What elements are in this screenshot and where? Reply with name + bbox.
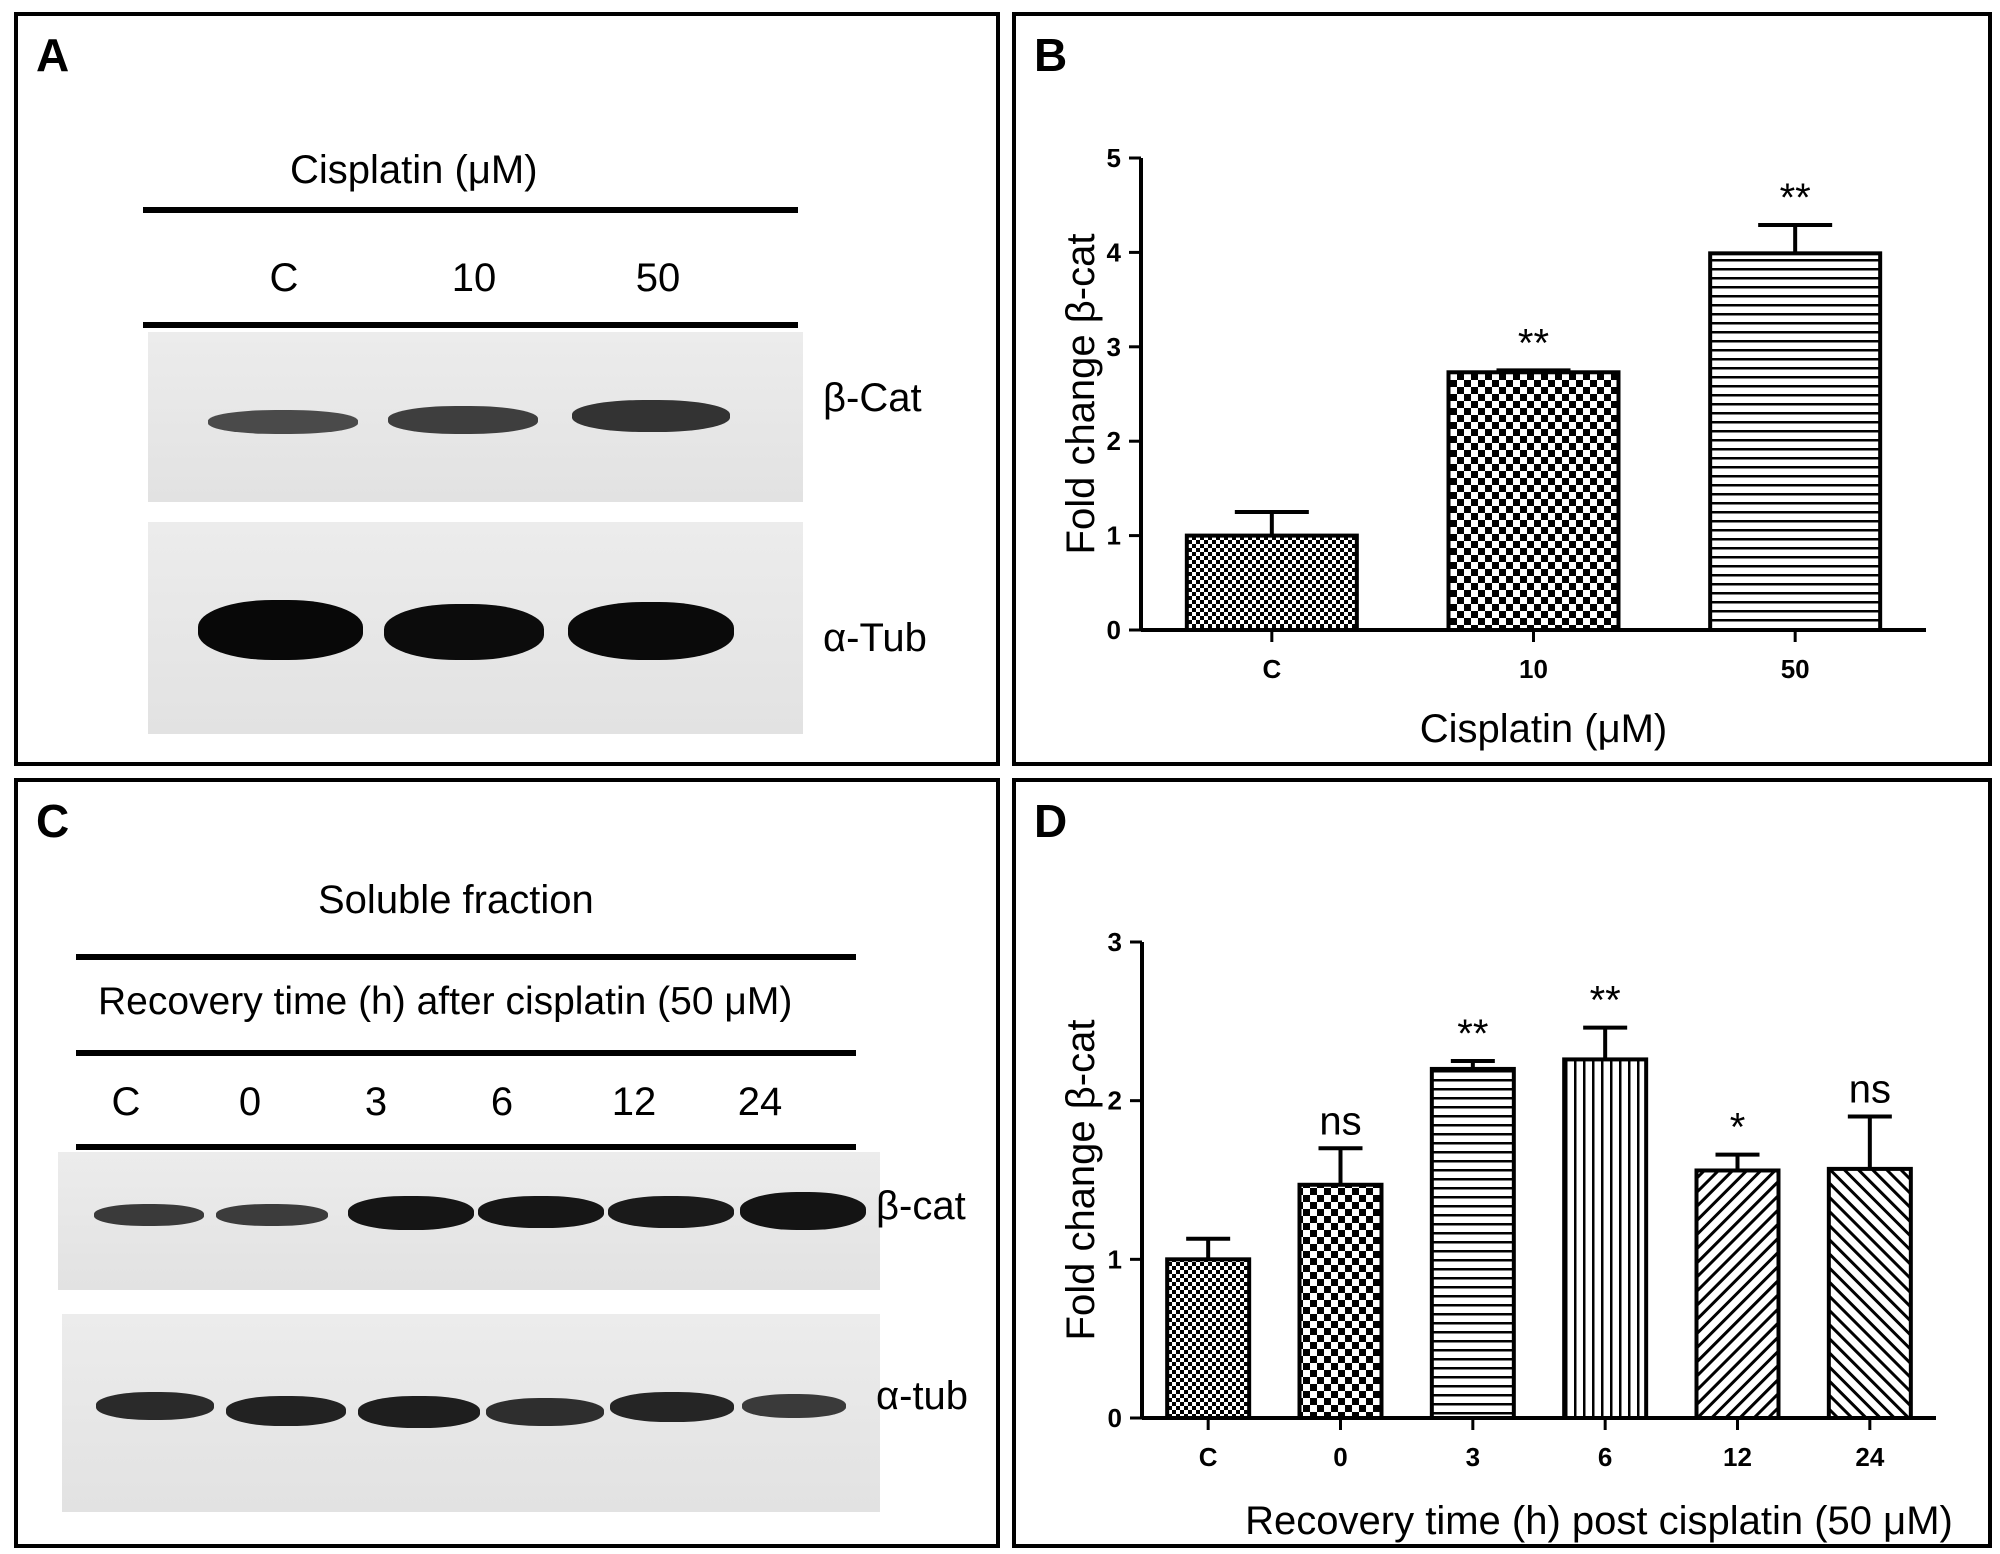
x-tick-label: C	[1262, 654, 1281, 684]
x-axis-label: Recovery time (h) post cisplatin (50 μM)	[1245, 1499, 1953, 1543]
bar	[1694, 1168, 1781, 1421]
x-tick-label: 3	[1466, 1442, 1480, 1472]
x-axis-label: Cisplatin (μM)	[1420, 707, 1668, 751]
blot-c-header: Soluble fraction	[318, 878, 594, 922]
western-band	[208, 410, 358, 434]
bar	[1562, 1057, 1649, 1420]
x-tick-label: 0	[1333, 1442, 1347, 1472]
western-band	[486, 1398, 604, 1426]
lane-label: 0	[238, 1080, 262, 1124]
blot-a-alpha-tub-membrane	[148, 522, 803, 734]
western-band	[94, 1204, 204, 1226]
blot-c-rule-lanes	[76, 1144, 856, 1150]
panel-letter-c: C	[36, 795, 70, 847]
western-band	[610, 1392, 734, 1422]
x-tick-label: 6	[1598, 1442, 1612, 1472]
significance-label: **	[1457, 1012, 1488, 1056]
bar	[1708, 251, 1883, 632]
y-tick-label: 2	[1107, 426, 1121, 456]
lane-label: C	[269, 256, 299, 300]
western-band	[608, 1196, 734, 1228]
lane-label: C	[111, 1080, 141, 1124]
panel-c: C Soluble fraction Recovery time (h) aft…	[14, 778, 1000, 1548]
blot-c-label-alpha-tub: α-tub	[876, 1374, 969, 1418]
western-band	[358, 1396, 480, 1428]
panel-letter-a: A	[36, 29, 70, 81]
western-band	[384, 604, 544, 660]
x-tick-label: 24	[1855, 1442, 1884, 1472]
y-tick-label: 1	[1107, 521, 1121, 551]
western-band	[742, 1394, 846, 1418]
panel-d: D 0 1 2 3 Fold change β-cat C 0 ns 3 ** 6 ** 12 * 24 ns…	[1012, 778, 1992, 1548]
western-band	[226, 1396, 346, 1426]
lane-label: 50	[635, 256, 681, 300]
chart-b-svg: 0 1 2 3 4 5 Fold change β-cat C 10 ** 50 ** Cisplati…	[1059, 143, 1926, 751]
lane-label: 10	[451, 256, 497, 300]
western-band	[388, 406, 538, 434]
blot-c-alpha-tub-membrane	[62, 1314, 880, 1512]
blot-c-beta-cat-membrane	[58, 1152, 880, 1290]
blot-c-rule-top	[76, 954, 856, 960]
blot-a-rule-top	[143, 207, 798, 213]
y-tick-label: 3	[1108, 927, 1122, 957]
significance-label: **	[1518, 321, 1549, 365]
significance-label: ns	[1849, 1068, 1891, 1112]
blot-a-label-beta-cat: β-Cat	[823, 376, 922, 420]
western-band	[740, 1192, 866, 1230]
bar	[1826, 1166, 1913, 1421]
western-band	[96, 1392, 214, 1420]
blot-c-label-beta-cat: β-cat	[876, 1184, 966, 1228]
x-tick-label: C	[1199, 1442, 1218, 1472]
panel-letter-d: D	[1034, 795, 1068, 847]
blot-c-rule-mid	[76, 1050, 856, 1056]
blot-a-header: Cisplatin (μM)	[290, 148, 538, 192]
blot-a-beta-cat-membrane	[148, 332, 803, 502]
x-tick-label: 50	[1781, 654, 1810, 684]
bar	[1429, 1066, 1516, 1420]
bar	[1297, 1182, 1384, 1421]
significance-label: *	[1730, 1106, 1746, 1150]
western-band	[478, 1196, 604, 1228]
y-tick-label: 1	[1108, 1244, 1122, 1274]
y-axis-label: Fold change β-cat	[1059, 234, 1103, 555]
y-tick-label: 4	[1107, 237, 1122, 267]
western-band	[568, 602, 734, 660]
bar	[1446, 370, 1621, 632]
blot-a-label-alpha-tub: α-Tub	[823, 616, 927, 660]
blot-c-subheader: Recovery time (h) after cisplatin (50 μM…	[98, 980, 793, 1023]
blot-a-rule-lanes	[143, 322, 798, 328]
bar	[1184, 533, 1359, 632]
lane-label: 12	[611, 1080, 657, 1124]
x-tick-label: 12	[1723, 1442, 1752, 1472]
y-tick-label: 3	[1107, 332, 1121, 362]
lane-label: 6	[490, 1080, 514, 1124]
panel-a: A Cisplatin (μM) C 10 50 β-Cat α-Tub	[14, 12, 1000, 766]
significance-label: **	[1780, 176, 1811, 220]
x-tick-label: 10	[1519, 654, 1548, 684]
y-tick-label: 0	[1108, 1403, 1122, 1433]
western-band	[198, 600, 363, 660]
panel-b: B 0 1 2 3 4 5 Fold change β-cat C 10 ** 50 ** Cispla…	[1012, 12, 1992, 766]
significance-label: ns	[1319, 1099, 1361, 1143]
y-tick-label: 2	[1108, 1086, 1122, 1116]
western-band	[348, 1196, 474, 1230]
panel-letter-b: B	[1034, 29, 1068, 81]
significance-label: **	[1590, 979, 1621, 1023]
y-tick-label: 5	[1107, 143, 1121, 173]
y-tick-label: 0	[1107, 615, 1121, 645]
western-band	[216, 1204, 328, 1226]
y-axis-label: Fold change β-cat	[1059, 1020, 1103, 1341]
western-band	[572, 400, 730, 432]
lane-label: 24	[737, 1080, 783, 1124]
bar	[1165, 1257, 1252, 1421]
lane-label: 3	[364, 1080, 388, 1124]
